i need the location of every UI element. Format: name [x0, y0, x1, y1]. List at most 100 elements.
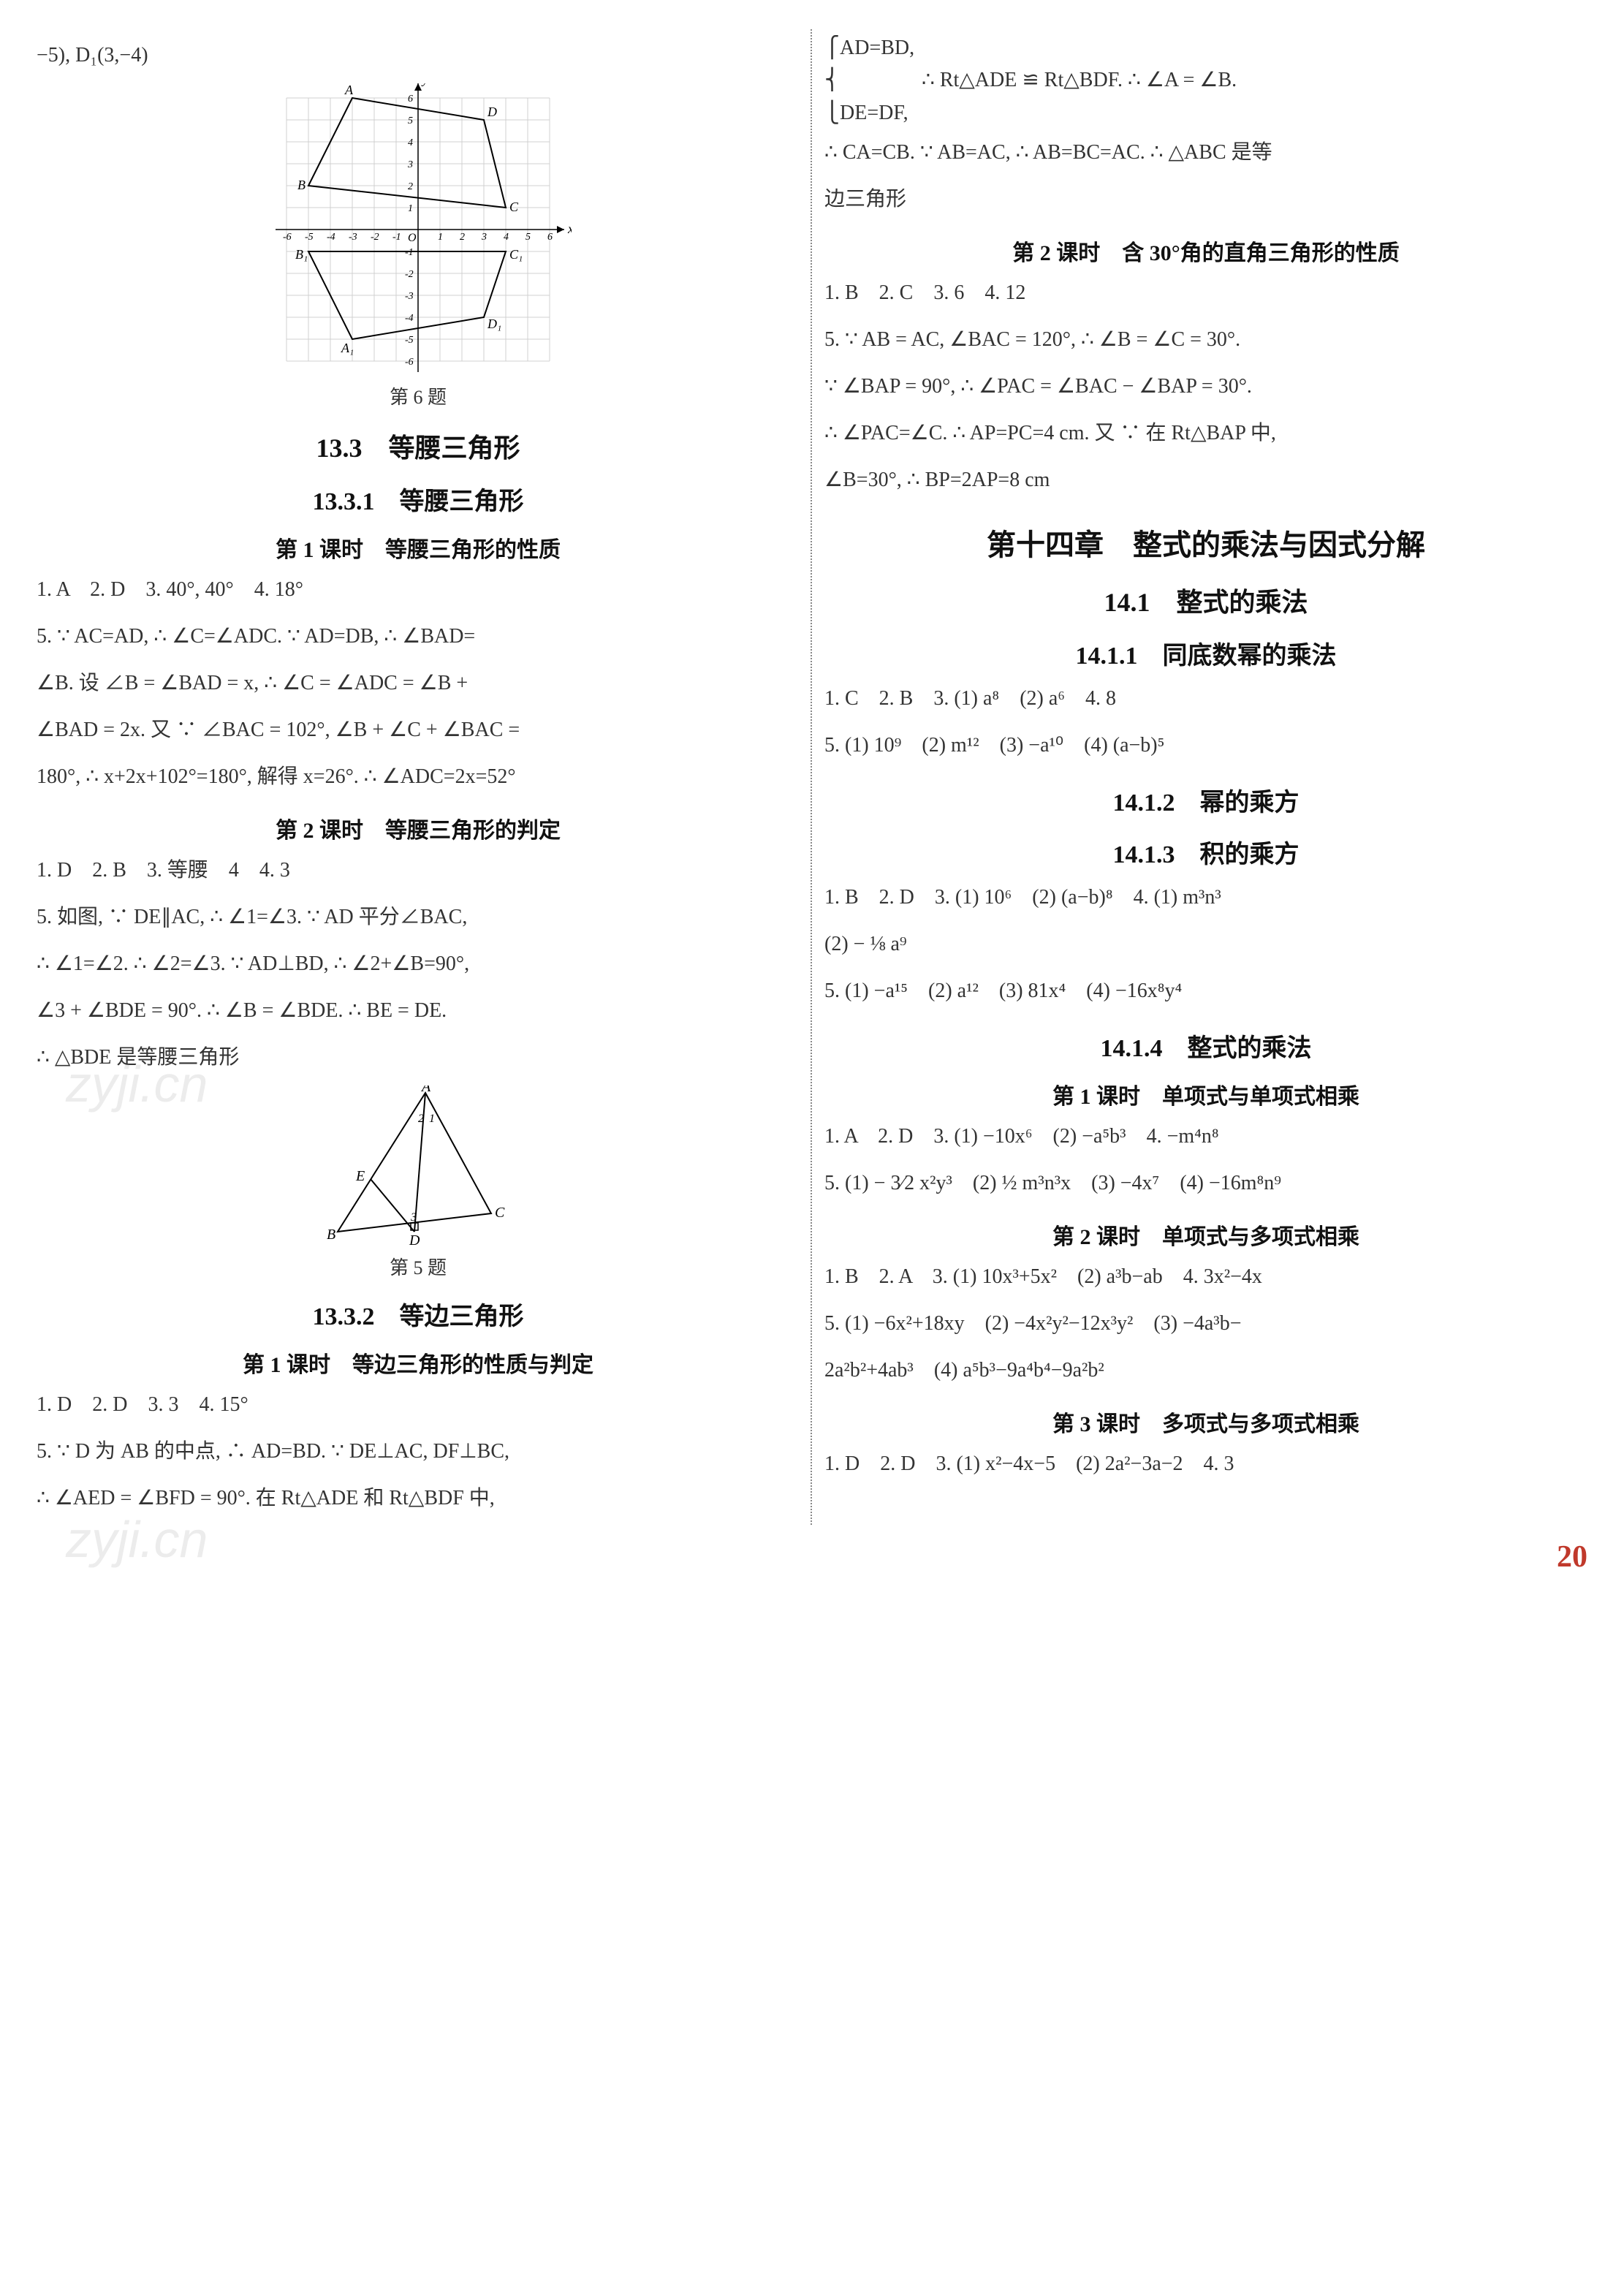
- svg-text:-6: -6: [283, 232, 292, 243]
- section-heading: 13.3 等腰三角形: [37, 427, 800, 465]
- answer-line: 1. A 2. D 3. 40°, 40° 4. 18°: [37, 569, 800, 610]
- answer-line: 5. (1) 10⁹ (2) m¹² (3) −a¹⁰ (4) (a−b)⁵: [824, 725, 1587, 766]
- svg-text:E: E: [355, 1168, 365, 1184]
- svg-text:4: 4: [408, 137, 413, 148]
- svg-text:1: 1: [408, 203, 413, 214]
- lesson-heading: 第 1 课时 单项式与单项式相乘: [824, 1078, 1587, 1110]
- figure-6: x y O -6 -5 -4 -3 -2 -1 1 2 3 4 5 6 6 5 4 3 2 1 -1 -2…: [37, 83, 800, 409]
- svg-text:A₁: A₁: [341, 341, 354, 355]
- svg-text:C₁: C₁: [509, 247, 523, 262]
- right-column: ⎧AD=BD, ⎨ ∴ Rt△ADE ≌ Rt△BDF. ∴ ∠A = ∠B. …: [824, 29, 1587, 1525]
- svg-text:-1: -1: [392, 232, 401, 243]
- answer-line: 1. C 2. B 3. (1) a⁸ (2) a⁶ 4. 8: [824, 678, 1587, 719]
- svg-text:O: O: [408, 232, 417, 244]
- svg-text:-5: -5: [405, 335, 414, 346]
- answer-line: 180°, ∴ x+2x+102°=180°, 解得 x=26°. ∴ ∠ADC…: [37, 757, 800, 797]
- svg-text:x: x: [567, 221, 572, 236]
- svg-text:-6: -6: [405, 357, 414, 368]
- answer-line: 1. B 2. C 3. 6 4. 12: [824, 273, 1587, 314]
- lesson-heading: 第 2 课时 含 30°角的直角三角形的性质: [824, 235, 1587, 267]
- subsection-heading: 14.1.2 幂的乘方: [824, 782, 1587, 818]
- answer-line: 5. ∵ AC=AD, ∴ ∠C=∠ADC. ∵ AD=DB, ∴ ∠BAD=: [37, 616, 800, 657]
- svg-text:6: 6: [408, 94, 413, 105]
- subsection-heading: 13.3.2 等边三角形: [37, 1296, 800, 1332]
- answer-line: ∠B. 设 ∠B = ∠BAD = x, ∴ ∠C = ∠ADC = ∠B +: [37, 663, 800, 704]
- grid-chart-svg: x y O -6 -5 -4 -3 -2 -1 1 2 3 4 5 6 6 5 4 3 2 1 -1 -2…: [265, 83, 572, 376]
- svg-text:B: B: [297, 178, 306, 192]
- answer-line: 2a²b²+4ab³ (4) a⁵b³−9a⁴b⁴−9a²b²: [824, 1350, 1587, 1391]
- svg-text:D: D: [409, 1232, 420, 1246]
- section-heading: 14.1 整式的乘法: [824, 581, 1587, 619]
- svg-text:A: A: [420, 1086, 431, 1095]
- svg-text:-2: -2: [371, 232, 379, 243]
- answer-line: 5. (1) − 3⁄2 x²y³ (2) ½ m³n³x (3) −4x⁷ (…: [824, 1163, 1587, 1204]
- answer-line: ∠BAD = 2x. 又 ∵ ∠BAC = 102°, ∠B + ∠C + ∠B…: [37, 710, 800, 751]
- left-column: −5), D₁(3,−4): [37, 29, 800, 1525]
- answer-line: ∴ ∠AED = ∠BFD = 90°. 在 Rt△ADE 和 Rt△BDF 中…: [37, 1478, 800, 1519]
- text-line: −5), D₁(3,−4): [37, 35, 800, 76]
- svg-text:5: 5: [525, 232, 531, 243]
- chapter-heading: 第十四章 整式的乘法与因式分解: [824, 521, 1587, 564]
- svg-text:3: 3: [410, 1211, 417, 1224]
- answer-line: ∴ △BDE 是等腰三角形: [37, 1037, 800, 1078]
- svg-text:A: A: [344, 83, 354, 97]
- svg-text:6: 6: [547, 232, 553, 243]
- lesson-heading: 第 1 课时 等腰三角形的性质: [37, 531, 800, 564]
- svg-text:-4: -4: [405, 313, 414, 324]
- subsection-heading: 13.3.1 等腰三角形: [37, 481, 800, 517]
- answer-line: ∵ ∠BAP = 90°, ∴ ∠PAC = ∠BAC − ∠BAP = 30°…: [824, 366, 1587, 407]
- triangle-svg: A B C D E 2 1 3: [323, 1086, 513, 1246]
- svg-text:2: 2: [408, 181, 413, 192]
- answer-line: 5. (1) −a¹⁵ (2) a¹² (3) 81x⁴ (4) −16x⁸y⁴: [824, 971, 1587, 1012]
- svg-text:B: B: [327, 1227, 335, 1243]
- svg-text:4: 4: [504, 232, 509, 243]
- answer-line: 5. 如图, ∵ DE∥AC, ∴ ∠1=∠3. ∵ AD 平分∠BAC,: [37, 897, 800, 938]
- answer-line: ∴ ∠PAC=∠C. ∴ AP=PC=4 cm. 又 ∵ 在 Rt△BAP 中,: [824, 413, 1587, 454]
- lesson-heading: 第 2 课时 等腰三角形的判定: [37, 812, 800, 844]
- answer-line: 1. D 2. D 3. (1) x²−4x−5 (2) 2a²−3a−2 4.…: [824, 1444, 1587, 1485]
- subsection-heading: 14.1.1 同底数幂的乘法: [824, 635, 1587, 671]
- subsection-heading: 14.1.4 整式的乘法: [824, 1028, 1587, 1064]
- svg-text:5: 5: [408, 115, 413, 126]
- answer-line: ⎧AD=BD,: [824, 35, 1587, 61]
- answer-line: ⎨ ∴ Rt△ADE ≌ Rt△BDF. ∴ ∠A = ∠B.: [824, 67, 1587, 94]
- answer-line: ⎩DE=DF,: [824, 100, 1587, 126]
- svg-text:C: C: [509, 200, 519, 214]
- svg-text:D₁: D₁: [487, 317, 501, 331]
- svg-text:2: 2: [418, 1113, 424, 1125]
- svg-text:-4: -4: [327, 232, 335, 243]
- answer-line: ∴ ∠1=∠2. ∴ ∠2=∠3. ∵ AD⊥BD, ∴ ∠2+∠B=90°,: [37, 944, 800, 985]
- answer-line: 1. D 2. B 3. 等腰 4 4. 3: [37, 850, 800, 891]
- answer-line: 1. D 2. D 3. 3 4. 15°: [37, 1384, 800, 1425]
- answer-line: 边三角形: [824, 179, 1587, 220]
- figure-caption: 第 5 题: [37, 1253, 800, 1280]
- figure-5: A B C D E 2 1 3 第 5 题: [37, 1086, 800, 1280]
- lesson-heading: 第 3 课时 多项式与多项式相乘: [824, 1406, 1587, 1438]
- answer-line: ∴ CA=CB. ∵ AB=AC, ∴ AB=BC=AC. ∴ △ABC 是等: [824, 132, 1587, 173]
- answer-line: 5. ∵ D 为 AB 的中点, ∴ AD=BD. ∵ DE⊥AC, DF⊥BC…: [37, 1431, 800, 1472]
- svg-text:3: 3: [407, 159, 413, 170]
- svg-text:-3: -3: [405, 291, 414, 302]
- svg-text:2: 2: [460, 232, 465, 243]
- column-divider: [811, 29, 813, 1525]
- subsection-heading: 14.1.3 积的乘方: [824, 834, 1587, 870]
- svg-text:-3: -3: [349, 232, 357, 243]
- svg-text:C: C: [495, 1205, 505, 1221]
- svg-text:-2: -2: [405, 269, 414, 280]
- svg-text:3: 3: [481, 232, 487, 243]
- svg-text:-5: -5: [305, 232, 314, 243]
- answer-line: 5. (1) −6x²+18xy (2) −4x²y²−12x³y² (3) −…: [824, 1303, 1587, 1344]
- svg-text:-1: -1: [405, 247, 414, 258]
- svg-text:1: 1: [429, 1113, 435, 1125]
- lesson-heading: 第 2 课时 单项式与多项式相乘: [824, 1219, 1587, 1251]
- answer-line: 5. ∵ AB = AC, ∠BAC = 120°, ∴ ∠B = ∠C = 3…: [824, 319, 1587, 360]
- answer-line: 1. B 2. D 3. (1) 10⁶ (2) (a−b)⁸ 4. (1) m…: [824, 877, 1587, 918]
- answer-line: ∠3 + ∠BDE = 90°. ∴ ∠B = ∠BDE. ∴ BE = DE.: [37, 990, 800, 1031]
- svg-text:1: 1: [438, 232, 443, 243]
- page-number: 20: [37, 1539, 1587, 1575]
- figure-caption: 第 6 题: [37, 382, 800, 409]
- answer-line: 1. A 2. D 3. (1) −10x⁶ (2) −a⁵b³ 4. −m⁴n…: [824, 1116, 1587, 1157]
- svg-text:B₁: B₁: [295, 247, 308, 262]
- svg-text:y: y: [421, 83, 428, 86]
- lesson-heading: 第 1 课时 等边三角形的性质与判定: [37, 1346, 800, 1379]
